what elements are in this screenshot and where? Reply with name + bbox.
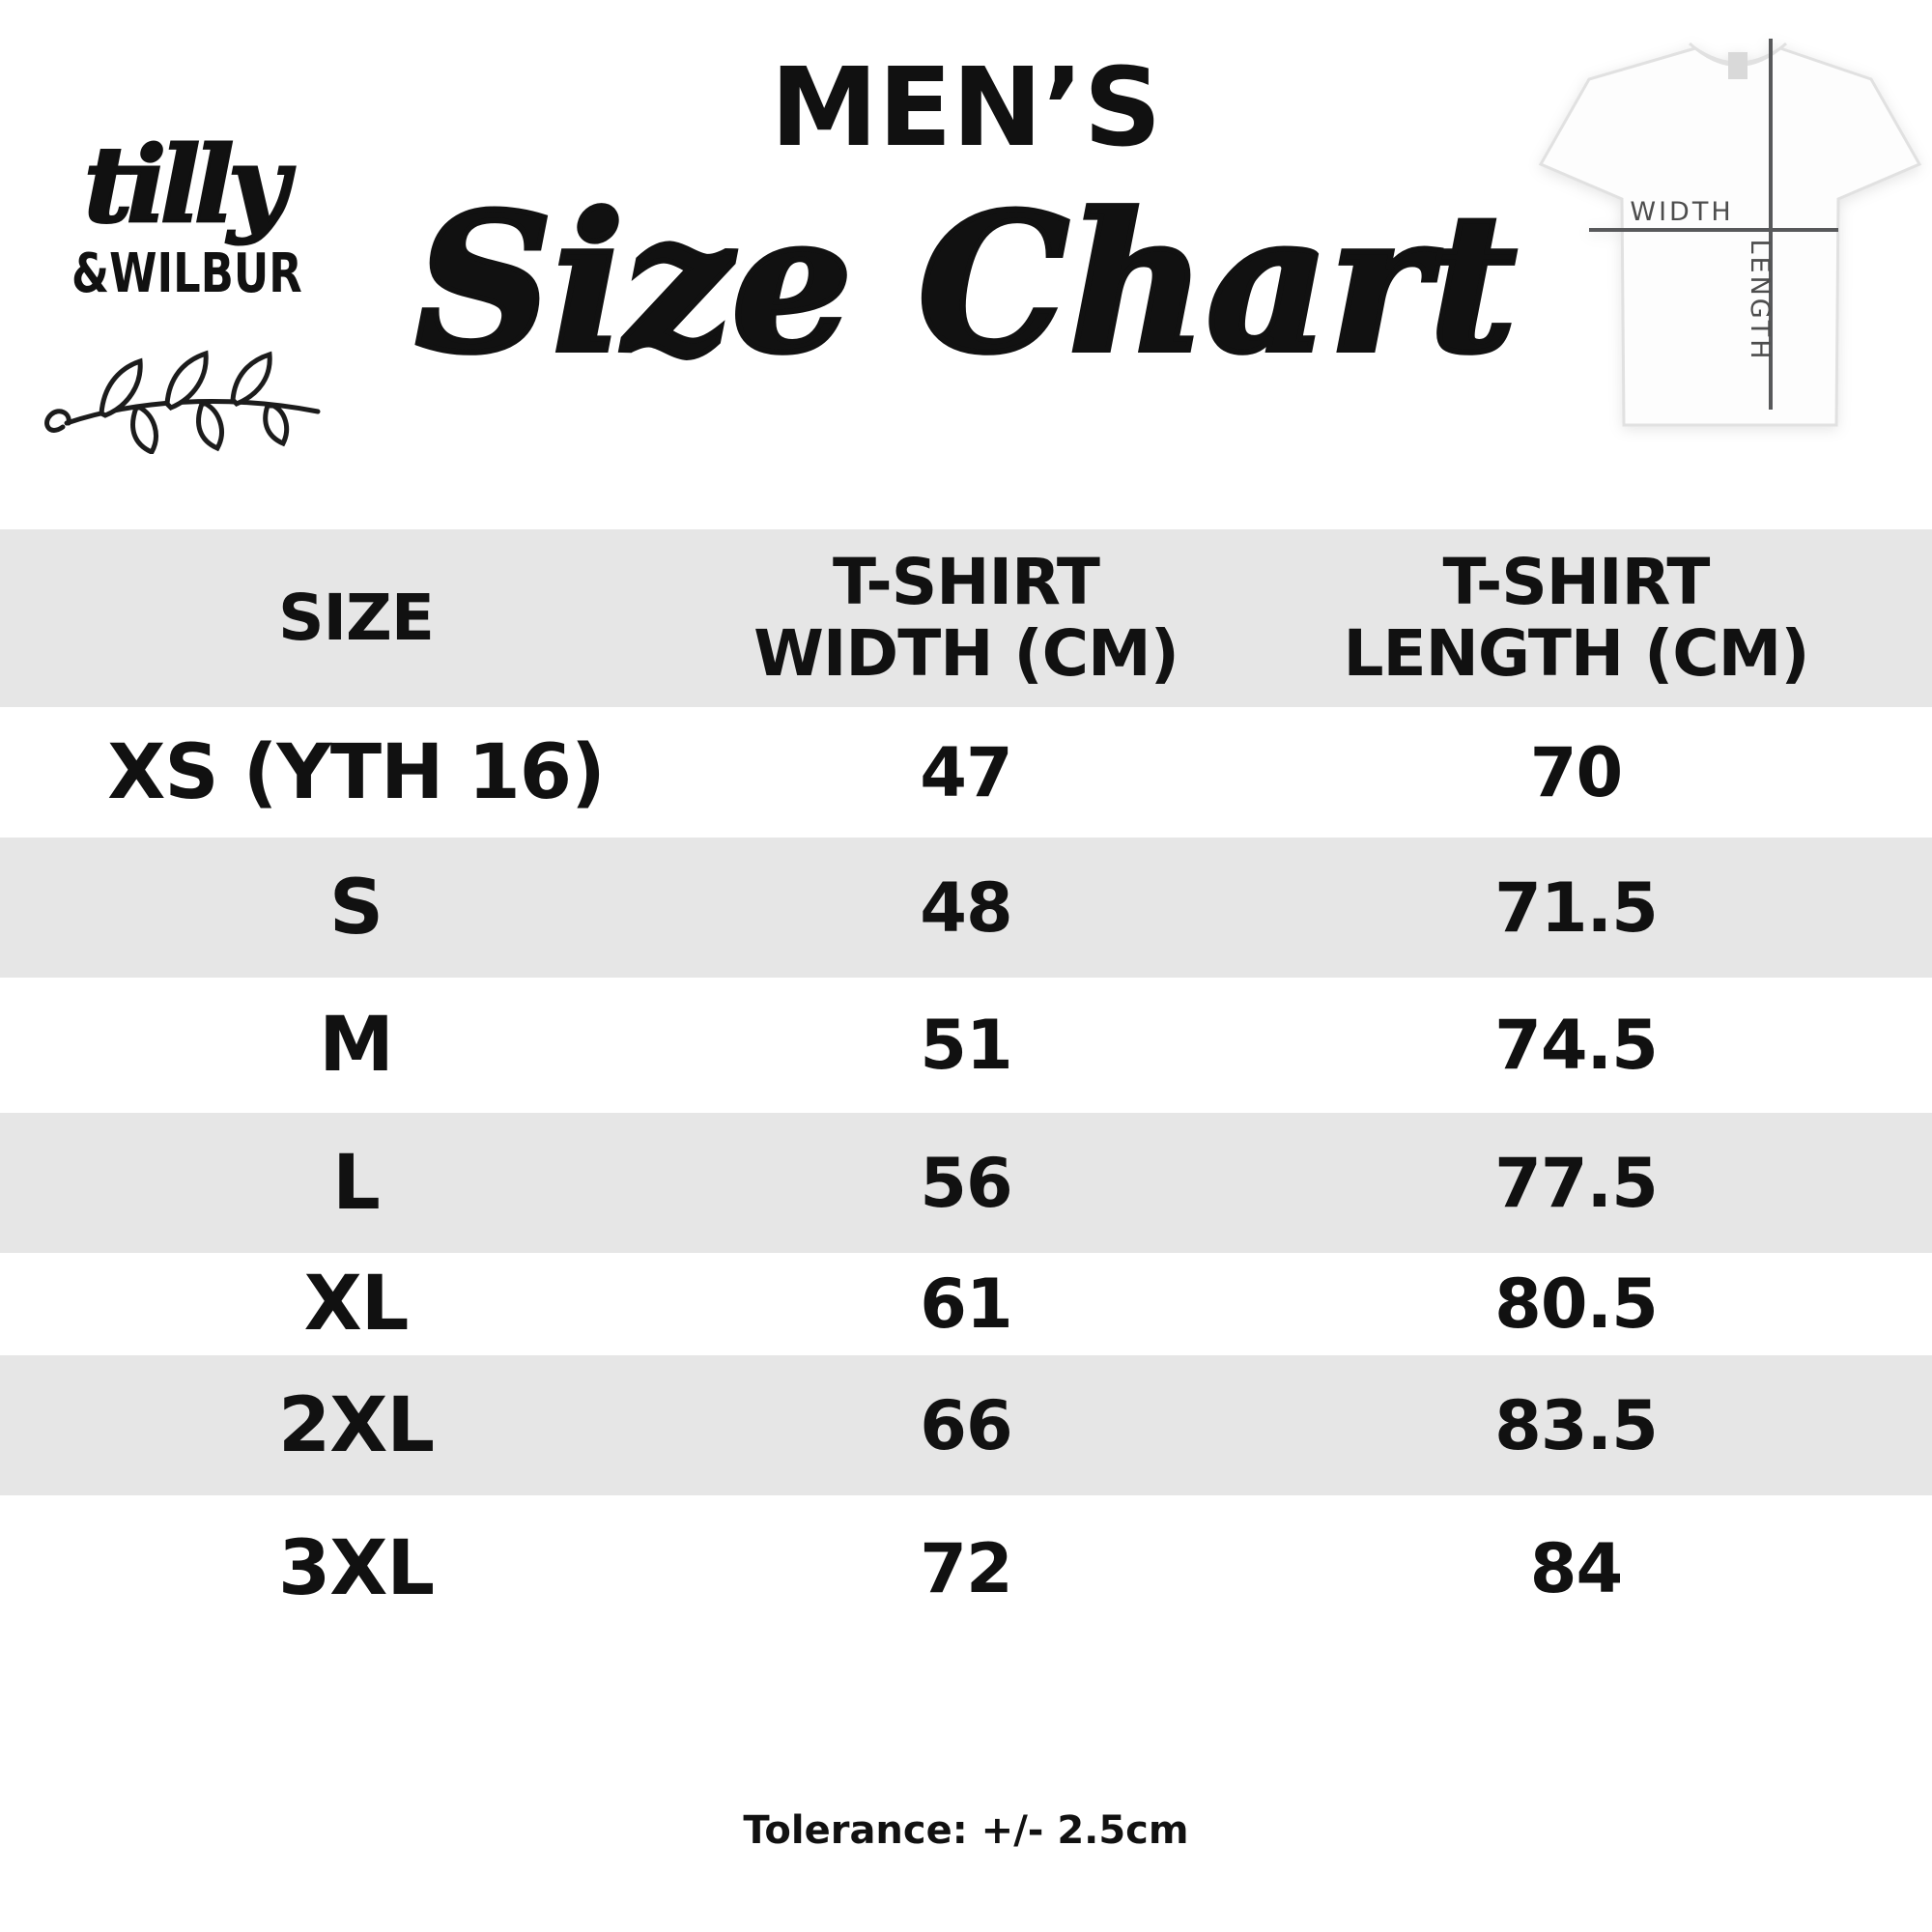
cell-length: 71.5 <box>1494 867 1659 948</box>
cell-size: 3XL <box>277 1525 435 1612</box>
brand-logo: tilly &WILBUR <box>43 125 324 454</box>
cell-width: 72 <box>920 1529 1012 1608</box>
measurement-lines <box>1589 39 1838 410</box>
brand-name-caps: &WILBUR <box>71 242 302 305</box>
table-row: XS (YTH 16) 47 70 <box>0 707 1932 838</box>
tolerance-note: Tolerance: +/- 2.5cm <box>743 1808 1189 1853</box>
cell-length: 83.5 <box>1494 1385 1659 1465</box>
cell-width: 47 <box>920 732 1012 812</box>
cell-size: XL <box>303 1261 410 1348</box>
brand-name-script: tilly <box>83 125 291 246</box>
cell-size: L <box>332 1139 381 1227</box>
cell-width: 51 <box>920 1006 1012 1085</box>
cell-size: S <box>328 864 384 952</box>
table-header-row: SIZE T-SHIRT WIDTH (CM) T-SHIRT LENGTH (… <box>0 529 1932 707</box>
header-width-line2: WIDTH (CM) <box>753 616 1179 691</box>
header-length-line2: LENGTH (CM) <box>1343 616 1809 691</box>
table-row: XL 61 80.5 <box>0 1253 1932 1355</box>
table-row: L 56 77.5 <box>0 1113 1932 1253</box>
cell-length: 70 <box>1529 732 1623 812</box>
table-row: 3XL 72 84 <box>0 1495 1932 1642</box>
tshirt-shape <box>1538 42 1922 427</box>
laurel-branch-icon <box>44 350 321 454</box>
cell-width: 48 <box>920 867 1012 948</box>
width-label: WIDTH <box>1630 197 1733 227</box>
cell-width: 66 <box>920 1385 1012 1465</box>
cell-width: 56 <box>920 1143 1012 1223</box>
cell-length: 84 <box>1529 1529 1623 1608</box>
header-width-line1: T-SHIRT <box>833 545 1100 620</box>
category-title: MEN’S <box>770 45 1162 171</box>
tshirt-diagram: WIDTH LENGTH <box>1531 19 1927 433</box>
cell-length: 74.5 <box>1494 1006 1659 1085</box>
cell-size: 2XL <box>277 1381 435 1469</box>
header-size-label: SIZE <box>277 581 435 656</box>
table-row: M 51 74.5 <box>0 978 1932 1113</box>
cell-size: M <box>319 1002 394 1089</box>
header-cell-width: T-SHIRT WIDTH (CM) <box>753 547 1179 690</box>
header-cell-size: SIZE <box>277 581 435 656</box>
cell-size: XS (YTH 16) <box>107 728 605 816</box>
header-length-line1: T-SHIRT <box>1442 545 1711 620</box>
cell-length: 80.5 <box>1494 1264 1659 1344</box>
size-table-body: XS (YTH 16) 47 70 S 48 71.5 M 51 74.5 L 56 77.5 XL 61… <box>0 707 1932 1642</box>
header-cell-length: T-SHIRT LENGTH (CM) <box>1343 545 1809 691</box>
table-row: S 48 71.5 <box>0 838 1932 978</box>
cell-length: 77.5 <box>1494 1143 1659 1223</box>
table-row: 2XL 66 83.5 <box>0 1355 1932 1495</box>
cell-width: 61 <box>920 1264 1012 1344</box>
page-title: Size Chart <box>412 173 1520 395</box>
size-table: SIZE T-SHIRT WIDTH (CM) T-SHIRT LENGTH (… <box>0 529 1932 1642</box>
length-label: LENGTH <box>1745 239 1775 361</box>
